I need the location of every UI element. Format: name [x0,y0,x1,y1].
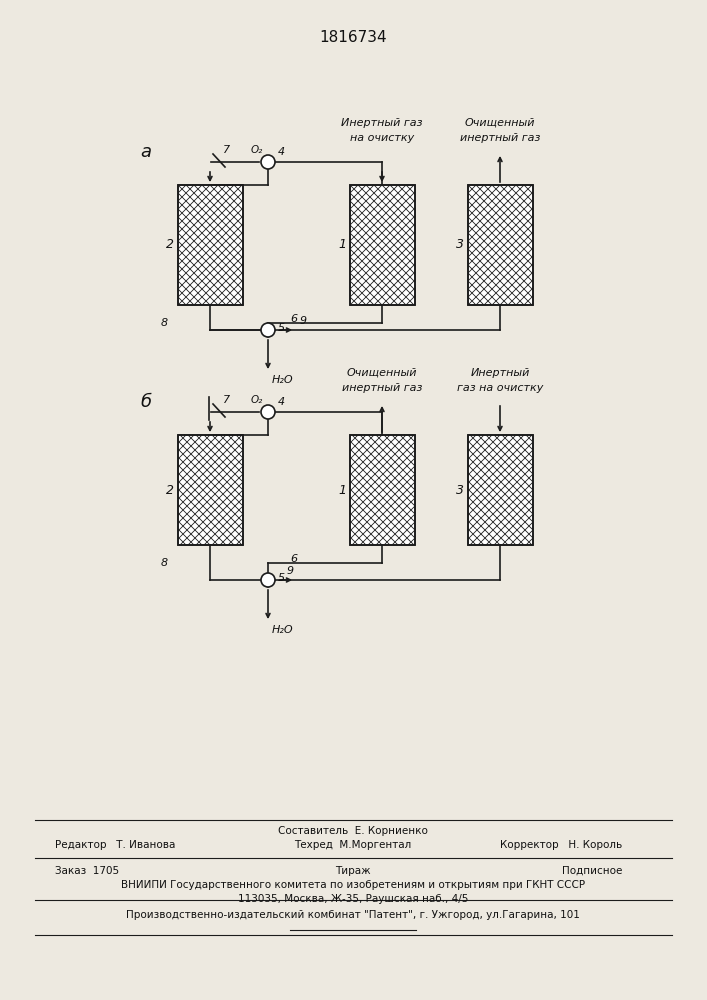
Bar [468,435,533,545]
Text: газ на очистку: газ на очистку [457,383,543,393]
Text: 6: 6 [290,554,297,564]
Text: ВНИИПИ Государственного комитета по изобретениям и открытиям при ГКНТ СССР: ВНИИПИ Государственного комитета по изоб… [121,880,585,890]
Text: 113035, Москва, Ж-35, Раушская наб., 4/5: 113035, Москва, Ж-35, Раушская наб., 4/5 [238,894,468,904]
Text: Инертный: Инертный [470,368,530,378]
Bar [178,435,243,545]
Text: Техред  М.Моргентал: Техред М.Моргентал [294,840,411,850]
Text: а: а [140,143,151,161]
Text: 4: 4 [278,147,285,157]
Circle shape [261,155,275,169]
Text: Очищенный: Очищенный [464,118,535,128]
Bar [178,435,243,545]
Text: инертный газ: инертный газ [460,133,540,143]
Text: Корректор   Н. Король: Корректор Н. Король [500,840,622,850]
Text: 2: 2 [166,238,174,251]
Text: 1816734: 1816734 [319,30,387,45]
Text: 5: 5 [278,323,285,333]
Text: 9: 9 [287,566,294,576]
Bar [468,185,533,305]
Text: 9: 9 [300,316,307,326]
Bar [350,185,415,305]
Text: 7: 7 [223,145,230,155]
Text: 8: 8 [161,558,168,568]
Circle shape [261,405,275,419]
Text: 6: 6 [290,314,297,324]
Text: O₂: O₂ [251,145,263,155]
Text: Инертный газ: Инертный газ [341,118,423,128]
Text: 1: 1 [338,238,346,251]
Text: 5: 5 [278,573,285,583]
Text: 3: 3 [456,484,464,496]
Circle shape [261,573,275,587]
Text: O₂: O₂ [251,395,263,405]
Text: б: б [140,393,151,411]
Text: инертный газ: инертный газ [341,383,422,393]
Bar [350,185,415,305]
Text: 2: 2 [166,484,174,496]
Text: 3: 3 [456,238,464,251]
Text: 4: 4 [278,397,285,407]
Text: 7: 7 [223,395,230,405]
Text: Тираж: Тираж [335,866,370,876]
Bar [178,185,243,305]
Bar [350,435,415,545]
Text: Заказ  1705: Заказ 1705 [55,866,119,876]
Text: 1: 1 [338,484,346,496]
Text: Очищенный: Очищенный [346,368,417,378]
Text: H₂O: H₂O [272,625,293,635]
Bar [178,185,243,305]
Text: Составитель  Е. Корниенко: Составитель Е. Корниенко [278,826,428,836]
Circle shape [261,323,275,337]
Bar [468,185,533,305]
Text: Редактор   Т. Иванова: Редактор Т. Иванова [55,840,175,850]
Text: Производственно-издательский комбинат "Патент", г. Ужгород, ул.Гагарина, 101: Производственно-издательский комбинат "П… [126,910,580,920]
Text: H₂O: H₂O [272,375,293,385]
Text: Подписное: Подписное [561,866,622,876]
Text: 8: 8 [161,318,168,328]
Bar [468,435,533,545]
Text: на очистку: на очистку [350,133,414,143]
Bar [350,435,415,545]
